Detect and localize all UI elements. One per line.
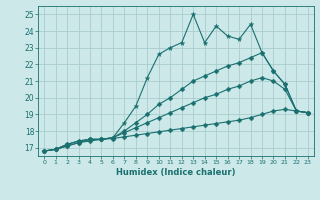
X-axis label: Humidex (Indice chaleur): Humidex (Indice chaleur) — [116, 168, 236, 177]
